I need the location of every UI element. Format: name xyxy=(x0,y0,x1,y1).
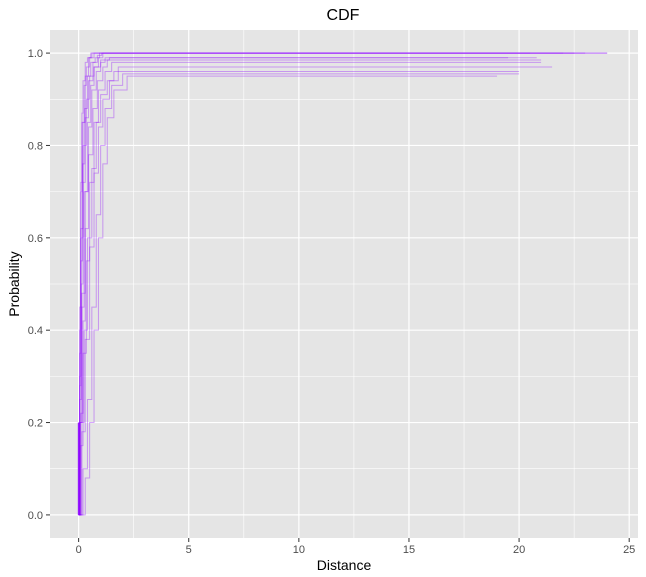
x-tick-label: 15 xyxy=(403,544,415,556)
cdf-curve-5 xyxy=(78,52,586,516)
cdf-curve-9 xyxy=(78,52,575,516)
y-tick-label: 0.0 xyxy=(28,510,43,522)
cdf-curve-0 xyxy=(78,52,608,516)
cdf-curve-3 xyxy=(78,52,531,516)
x-axis-title: Distance xyxy=(317,557,372,573)
cdf-curve-11 xyxy=(78,52,608,516)
cdf-curve-2 xyxy=(78,61,542,516)
x-tick-label: 0 xyxy=(76,544,82,556)
y-tick-label: 0.2 xyxy=(28,418,43,430)
minor-grid xyxy=(50,30,638,538)
chart-title: CDF xyxy=(327,7,360,24)
y-tick-label: 0.4 xyxy=(28,325,43,337)
cdf-curve-8 xyxy=(78,73,520,516)
cdf-curve-10 xyxy=(78,59,542,516)
cdf-curve-6 xyxy=(78,66,553,516)
x-tick-label: 5 xyxy=(186,544,192,556)
series-group xyxy=(77,52,608,516)
x-tick-label: 10 xyxy=(293,544,305,556)
y-axis-title: Probability xyxy=(6,251,22,316)
y-tick-label: 0.6 xyxy=(28,233,43,245)
x-tick-label: 20 xyxy=(513,544,525,556)
y-axis: 0.0 0.2 0.4 0.6 0.8 1.0 xyxy=(28,48,50,522)
cdf-curve-12 xyxy=(78,75,498,516)
x-tick-label: 25 xyxy=(623,544,635,556)
cdf-curve-1 xyxy=(78,52,564,516)
cdf-curve-13 xyxy=(78,57,537,516)
y-tick-label: 0.8 xyxy=(28,140,43,152)
y-tick-label: 1.0 xyxy=(28,48,43,60)
x-axis: 0 5 10 15 20 25 xyxy=(76,538,635,556)
cdf-curve-4 xyxy=(78,71,520,516)
cdf-curve-7 xyxy=(78,57,509,516)
